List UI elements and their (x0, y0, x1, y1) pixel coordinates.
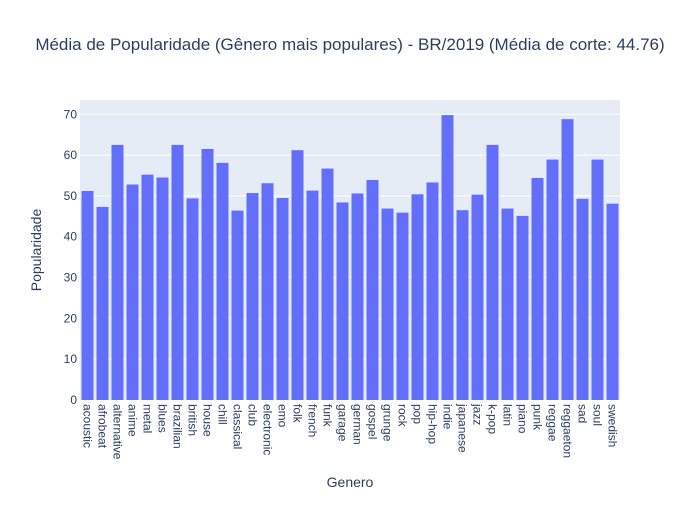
bar-hip-hop[interactable] (426, 182, 439, 400)
bar-chill[interactable] (216, 162, 229, 400)
x-tick-label: indie (441, 404, 455, 430)
x-tick-label: funk (321, 404, 335, 428)
x-tick-label: emo (276, 404, 290, 428)
x-axis-ticks: acoustic afrobeat alternative anime metal blu… (81, 403, 620, 460)
bar-rock[interactable] (396, 212, 409, 400)
bar-japanese[interactable] (456, 210, 469, 400)
bar-french[interactable] (306, 190, 319, 400)
bar-afrobeat[interactable] (96, 206, 109, 400)
x-tick-label: soul (591, 404, 605, 426)
y-tick-label: 40 (64, 230, 78, 244)
bars (81, 115, 619, 401)
y-tick-label: 0 (70, 393, 77, 407)
x-tick-label: electronic (261, 404, 275, 455)
bar-anime[interactable] (126, 184, 139, 400)
bar-classical[interactable] (231, 210, 244, 400)
chart-title: Média de Popularidade (Gênero mais popul… (35, 35, 664, 54)
x-tick-label: latin (501, 404, 515, 426)
x-tick-label: k-pop (486, 404, 500, 434)
x-tick-label: brazilian (171, 404, 185, 449)
x-tick-label: french (306, 404, 320, 437)
x-tick-label: metal (141, 404, 155, 433)
bar-blues[interactable] (156, 177, 169, 400)
x-tick-label: hip-hop (426, 404, 440, 444)
x-tick-label: anime (126, 404, 140, 437)
y-tick-label: 70 (64, 107, 78, 121)
y-axis-ticks: 0 10 20 30 40 50 60 70 (64, 107, 78, 407)
bar-reggae[interactable] (546, 159, 559, 400)
gridlines (80, 113, 620, 360)
x-tick-label: sad (576, 404, 590, 423)
bar-swedish[interactable] (606, 203, 619, 400)
bar-metal[interactable] (141, 174, 154, 400)
x-tick-label: garage (336, 404, 350, 442)
bar-gospel[interactable] (366, 180, 379, 400)
bar-piano[interactable] (516, 215, 529, 400)
x-axis-title: Genero (327, 474, 374, 490)
x-tick-label: rock (396, 404, 410, 428)
bar-acoustic[interactable] (81, 191, 94, 400)
bar-house[interactable] (201, 148, 214, 400)
x-tick-label: folk (291, 404, 305, 424)
bar-electronic[interactable] (261, 183, 274, 400)
bar-alternative[interactable] (111, 144, 124, 400)
x-tick-label: piano (516, 404, 530, 434)
x-tick-label: gospel (366, 404, 380, 439)
bar-brazilian[interactable] (171, 144, 184, 400)
x-tick-label: acoustic (81, 404, 95, 448)
x-tick-label: japanese (456, 403, 470, 453)
x-tick-label: punk (531, 404, 545, 431)
bar-emo[interactable] (276, 197, 289, 400)
bar-garage[interactable] (336, 202, 349, 400)
x-tick-label: chill (216, 404, 230, 425)
bar-k-pop[interactable] (486, 144, 499, 400)
bar-reggaeton[interactable] (561, 119, 574, 401)
bar-soul[interactable] (591, 159, 604, 400)
x-tick-label: grunge (381, 404, 395, 442)
bar-sad[interactable] (576, 198, 589, 400)
x-tick-label: reggae (546, 404, 560, 442)
bar-folk[interactable] (291, 150, 304, 400)
x-tick-label: classical (231, 404, 245, 449)
x-tick-label: jazz (471, 403, 485, 425)
x-tick-label: club (246, 404, 260, 426)
x-tick-label: afrobeat (96, 404, 110, 449)
y-tick-label: 10 (64, 352, 78, 366)
bar-punk[interactable] (531, 177, 544, 400)
x-tick-label: house (201, 404, 215, 437)
bar-pop[interactable] (411, 194, 424, 400)
x-tick-label: alternative (111, 404, 125, 460)
bar-grunge[interactable] (381, 208, 394, 400)
x-tick-label: british (186, 404, 200, 436)
bar-german[interactable] (351, 193, 364, 400)
x-tick-label: blues (156, 404, 170, 433)
y-tick-label: 30 (64, 271, 78, 285)
bar-jazz[interactable] (471, 194, 484, 400)
bar-funk[interactable] (321, 168, 334, 400)
bar-club[interactable] (246, 193, 259, 400)
bar-latin[interactable] (501, 208, 514, 400)
x-tick-label: swedish (606, 404, 620, 447)
bar-british[interactable] (186, 198, 199, 400)
x-tick-label: german (351, 404, 365, 445)
plot-area (80, 100, 620, 400)
bar-indie[interactable] (441, 115, 454, 400)
x-tick-label: reggaeton (561, 404, 575, 458)
y-tick-label: 20 (64, 311, 78, 325)
x-tick-label: pop (411, 404, 425, 424)
y-tick-label: 60 (64, 148, 78, 162)
y-axis-title: Popularidade (28, 209, 44, 292)
y-tick-label: 50 (64, 189, 78, 203)
